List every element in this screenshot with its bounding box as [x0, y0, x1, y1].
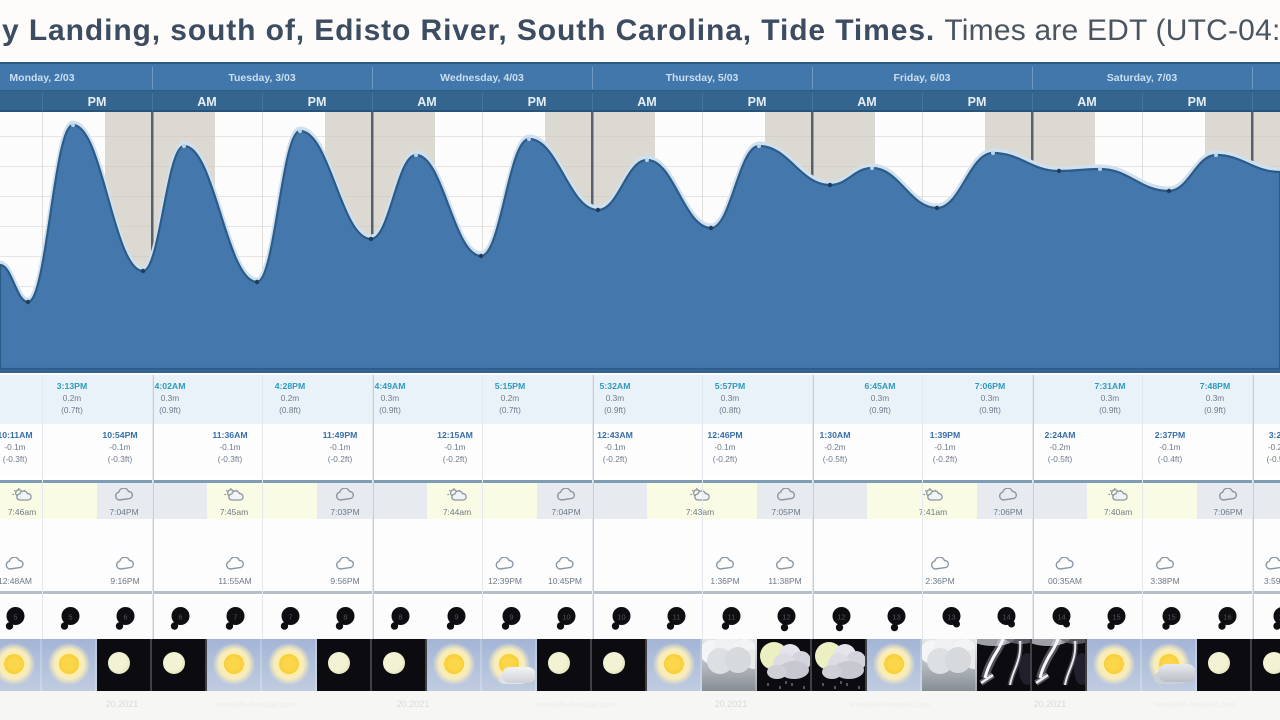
- svg-text:10: 10: [562, 613, 570, 622]
- svg-text:6: 6: [178, 613, 182, 622]
- svg-text:13: 13: [892, 613, 900, 622]
- svg-text:12: 12: [782, 613, 790, 622]
- svg-text:11: 11: [728, 613, 736, 622]
- svg-text:9: 9: [454, 613, 458, 622]
- svg-text:6: 6: [123, 613, 127, 622]
- svg-text:7: 7: [233, 613, 237, 622]
- svg-text:7: 7: [288, 613, 292, 622]
- svg-text:13: 13: [947, 613, 955, 622]
- svg-text:12: 12: [837, 613, 845, 622]
- svg-text:9: 9: [509, 613, 513, 622]
- svg-text:11: 11: [673, 613, 681, 622]
- svg-text:10: 10: [617, 613, 625, 622]
- svg-text:8: 8: [398, 613, 402, 622]
- svg-text:15: 15: [1112, 613, 1120, 622]
- svg-text:16: 16: [1278, 613, 1280, 622]
- svg-text:8: 8: [343, 613, 347, 622]
- svg-text:15: 15: [1167, 613, 1175, 622]
- svg-text:16: 16: [1223, 613, 1231, 622]
- svg-text:14: 14: [1057, 613, 1065, 622]
- svg-text:5: 5: [68, 613, 72, 622]
- svg-text:5: 5: [13, 613, 17, 622]
- svg-text:14: 14: [1002, 613, 1010, 622]
